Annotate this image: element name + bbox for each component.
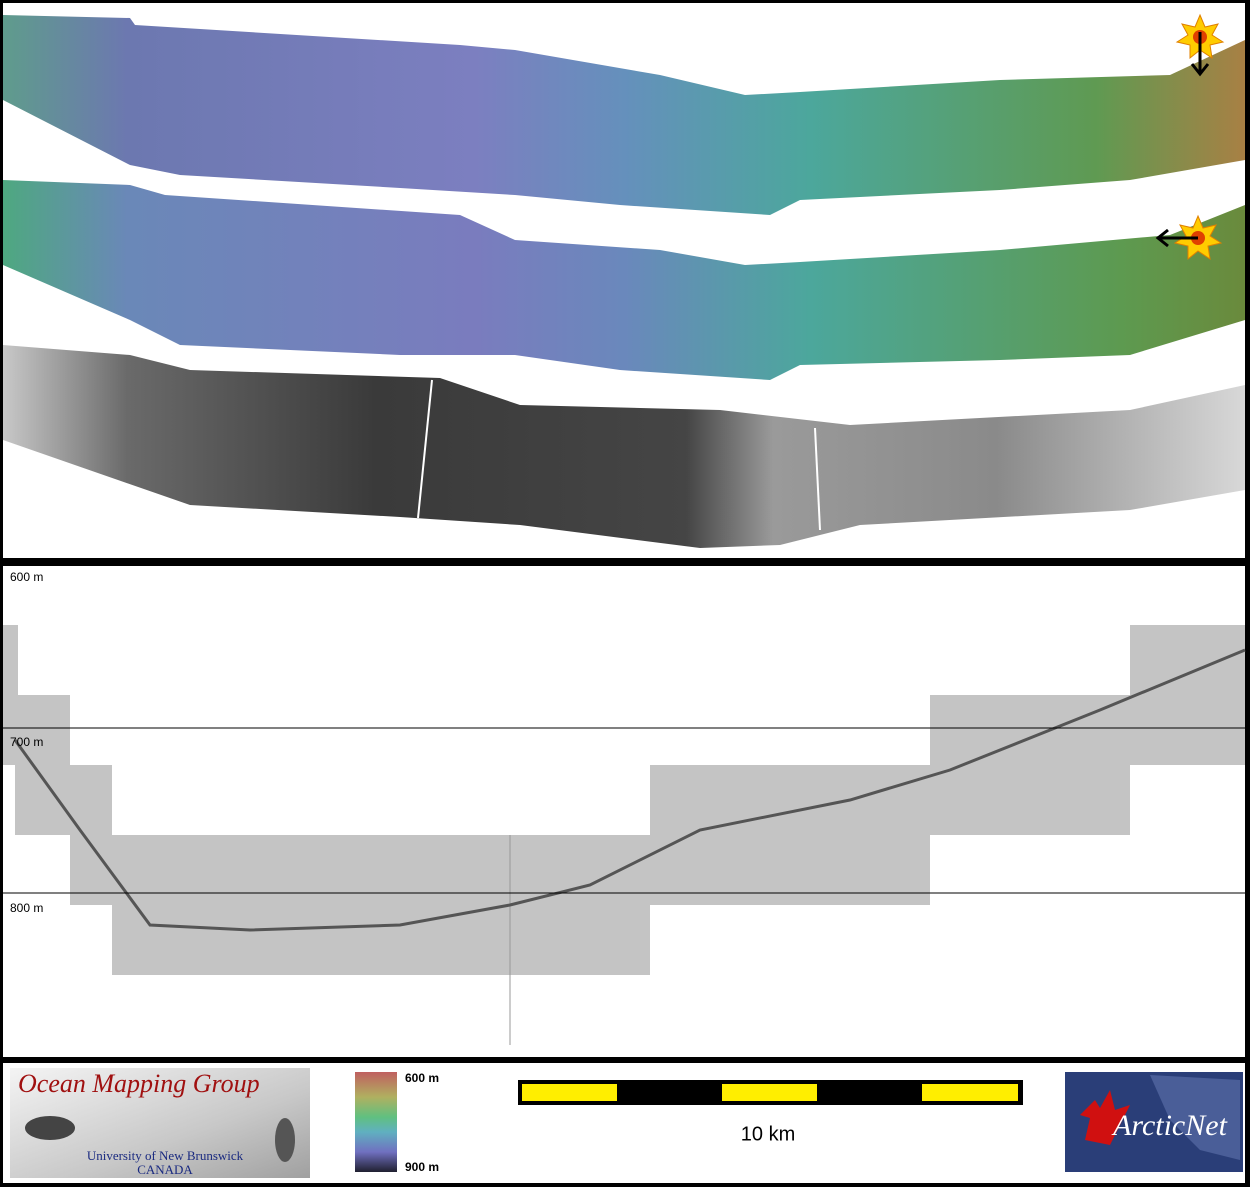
data-gap (417, 379, 433, 519)
seafloor-trace (13, 648, 1246, 932)
logo-title: Ocean Mapping Group (18, 1069, 260, 1098)
depth-label: 800 m (10, 901, 43, 915)
colorbar-label: 600 m (405, 1071, 439, 1085)
data-gap (814, 427, 821, 531)
depth-label: 700 m (10, 735, 43, 749)
arcticnet-logo: ArcticNet (1065, 1072, 1243, 1172)
scale-label: 10 km (741, 1123, 795, 1145)
logo-country: CANADA (137, 1162, 193, 1177)
bathymetry-swath (3, 180, 1245, 380)
sun-icon (1175, 13, 1225, 77)
partner-name: ArcticNet (1111, 1109, 1228, 1142)
depth-label: 600 m (10, 570, 43, 584)
bathymetry-swath (3, 15, 1245, 215)
omg-logo: Ocean Mapping Group University of New Br… (10, 1068, 310, 1178)
logo-university: University of New Brunswick (87, 1148, 244, 1163)
profile-blocks (3, 625, 1245, 975)
colorbar-label: 900 m (405, 1160, 439, 1174)
backscatter-swath (3, 345, 1245, 548)
scale-bar (518, 1080, 1023, 1105)
colorbar (355, 1072, 397, 1172)
sun-icon (1155, 214, 1223, 261)
